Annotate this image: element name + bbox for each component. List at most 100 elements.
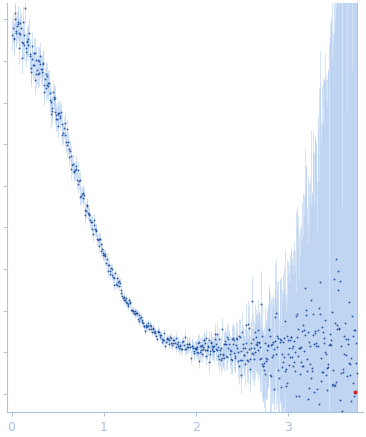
Point — [107, 267, 113, 274]
Point — [25, 37, 30, 44]
Point — [53, 111, 59, 118]
Point — [212, 348, 217, 355]
Point — [228, 347, 234, 354]
Point — [350, 333, 356, 340]
Point — [327, 330, 333, 337]
Point — [19, 54, 25, 61]
Point — [277, 336, 283, 343]
Point — [72, 167, 78, 174]
Point — [280, 338, 285, 345]
Point — [13, 29, 19, 36]
Point — [234, 336, 240, 343]
Point — [55, 110, 60, 117]
Point — [301, 348, 307, 355]
Point — [150, 326, 156, 333]
Point — [56, 109, 62, 116]
Point — [41, 81, 47, 88]
Point — [227, 350, 232, 357]
Point — [295, 353, 300, 360]
Point — [213, 346, 219, 353]
Point — [178, 345, 184, 352]
Point — [211, 343, 217, 350]
Point — [199, 351, 205, 358]
Point — [273, 309, 279, 316]
Point — [198, 342, 204, 349]
Point — [231, 350, 237, 357]
Point — [77, 177, 83, 184]
Point — [64, 142, 70, 149]
Point — [244, 357, 250, 364]
Point — [141, 322, 147, 329]
Point — [61, 124, 67, 131]
Point — [113, 281, 119, 288]
Point — [287, 337, 293, 344]
Point — [265, 342, 271, 349]
Point — [89, 226, 95, 233]
Point — [285, 350, 291, 357]
Point — [53, 115, 59, 122]
Point — [250, 351, 256, 358]
Point — [51, 94, 56, 101]
Point — [154, 329, 160, 336]
Point — [143, 324, 149, 331]
Point — [219, 354, 225, 361]
Point — [125, 300, 131, 307]
Point — [290, 342, 296, 349]
Point — [261, 363, 266, 370]
Point — [209, 343, 215, 350]
Point — [140, 320, 146, 327]
Point — [87, 217, 93, 224]
Point — [318, 378, 324, 385]
Point — [297, 371, 303, 378]
Point — [284, 379, 290, 386]
Point — [172, 340, 178, 347]
Point — [266, 325, 272, 332]
Point — [266, 326, 272, 333]
Point — [247, 356, 253, 363]
Point — [349, 312, 355, 319]
Point — [98, 247, 104, 254]
Point — [307, 343, 313, 350]
Point — [20, 40, 26, 47]
Point — [130, 308, 136, 315]
Point — [282, 318, 288, 325]
Point — [215, 352, 221, 359]
Point — [300, 363, 306, 370]
Point — [177, 341, 183, 348]
Point — [201, 337, 207, 344]
Point — [136, 318, 142, 325]
Point — [231, 337, 236, 344]
Point — [21, 42, 27, 49]
Point — [280, 358, 286, 365]
Point — [268, 372, 274, 379]
Point — [298, 343, 304, 350]
Point — [175, 338, 181, 345]
Point — [317, 311, 323, 318]
Point — [217, 351, 223, 358]
Point — [241, 351, 247, 358]
Point — [19, 38, 25, 45]
Point — [338, 343, 344, 350]
Point — [300, 322, 306, 329]
Point — [255, 327, 261, 334]
Point — [188, 342, 194, 349]
Point — [12, 16, 18, 23]
Point — [262, 371, 268, 378]
Point — [60, 130, 66, 137]
Point — [222, 341, 228, 348]
Point — [274, 344, 280, 351]
Point — [37, 60, 43, 67]
Point — [265, 347, 270, 354]
Point — [251, 355, 257, 362]
Point — [232, 353, 238, 360]
Point — [139, 319, 145, 326]
Point — [175, 343, 180, 350]
Point — [270, 351, 276, 358]
Point — [271, 385, 277, 392]
Point — [236, 362, 242, 369]
Point — [256, 340, 262, 347]
Point — [70, 160, 76, 167]
Point — [343, 351, 348, 358]
Point — [90, 230, 96, 237]
Point — [344, 373, 350, 380]
